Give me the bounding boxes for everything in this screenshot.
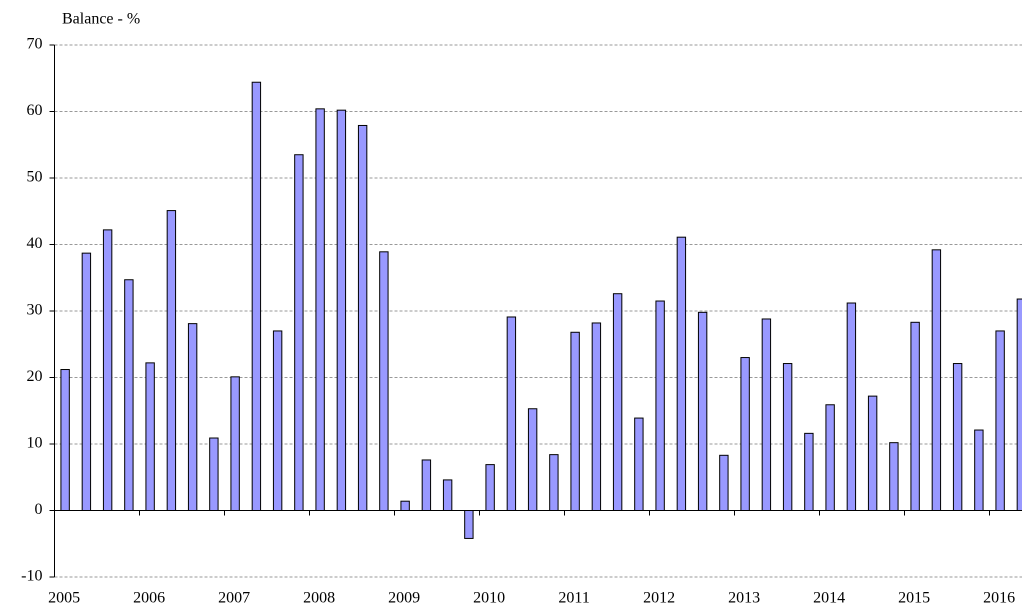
x-tick-label: 2007 xyxy=(218,590,250,607)
bar xyxy=(719,454,729,511)
bar xyxy=(506,316,517,511)
bar xyxy=(379,251,389,511)
bar xyxy=(1016,298,1022,511)
y-tick-label: 70 xyxy=(27,36,43,53)
y-tick-label: 20 xyxy=(27,368,43,385)
bar xyxy=(931,249,942,511)
bar xyxy=(570,331,580,511)
bar xyxy=(294,154,304,511)
y-tick-label: 0 xyxy=(35,501,43,518)
bar xyxy=(804,432,814,511)
x-tick-label: 2012 xyxy=(643,590,675,607)
y-tick-label: 40 xyxy=(27,235,43,252)
bar xyxy=(124,279,134,511)
bar xyxy=(60,369,70,511)
bar xyxy=(336,109,347,511)
bar xyxy=(209,437,219,512)
bar xyxy=(549,454,559,512)
bar xyxy=(846,302,857,511)
bar xyxy=(591,322,602,511)
bar xyxy=(442,479,453,512)
bar xyxy=(825,404,835,512)
bar xyxy=(782,363,793,511)
x-tick-label: 2006 xyxy=(133,590,165,607)
bar xyxy=(974,429,984,511)
bar xyxy=(187,323,198,512)
chart-title: Balance - % xyxy=(62,11,140,28)
bar xyxy=(145,362,155,511)
bar xyxy=(655,300,665,511)
x-tick-label: 2010 xyxy=(473,590,505,607)
bar xyxy=(230,376,240,511)
bar xyxy=(952,363,963,511)
bar xyxy=(761,318,772,512)
bar xyxy=(421,459,432,511)
bar xyxy=(102,229,113,511)
y-tick-label: 50 xyxy=(27,169,43,186)
x-tick-label: 2008 xyxy=(303,590,335,607)
bar xyxy=(995,330,1005,512)
bar xyxy=(485,464,495,511)
bar xyxy=(315,108,325,511)
bar xyxy=(357,124,368,511)
bar xyxy=(400,500,410,512)
y-tick-label: 30 xyxy=(27,302,43,319)
bar xyxy=(910,321,920,511)
x-tick-label: 2005 xyxy=(48,590,80,607)
bar xyxy=(81,252,92,512)
x-tick-label: 2009 xyxy=(388,590,420,607)
x-tick-label: 2015 xyxy=(898,590,930,607)
y-tick-label: 60 xyxy=(27,102,43,119)
bar xyxy=(272,330,283,512)
bar xyxy=(889,442,899,512)
bar xyxy=(676,236,687,511)
bar xyxy=(697,311,708,511)
bar xyxy=(634,417,644,511)
x-tick-label: 2016 xyxy=(983,590,1015,607)
bar xyxy=(867,395,878,511)
bar xyxy=(527,408,538,512)
bar xyxy=(166,210,177,512)
bar xyxy=(740,357,750,511)
bar xyxy=(612,293,623,511)
x-tick-label: 2013 xyxy=(728,590,760,607)
bar xyxy=(464,510,474,539)
bar xyxy=(251,81,262,512)
x-tick-label: 2014 xyxy=(813,590,845,607)
y-tick-label: 10 xyxy=(27,435,43,452)
x-tick-label: 2011 xyxy=(558,590,589,607)
y-tick-label: -10 xyxy=(21,568,42,585)
